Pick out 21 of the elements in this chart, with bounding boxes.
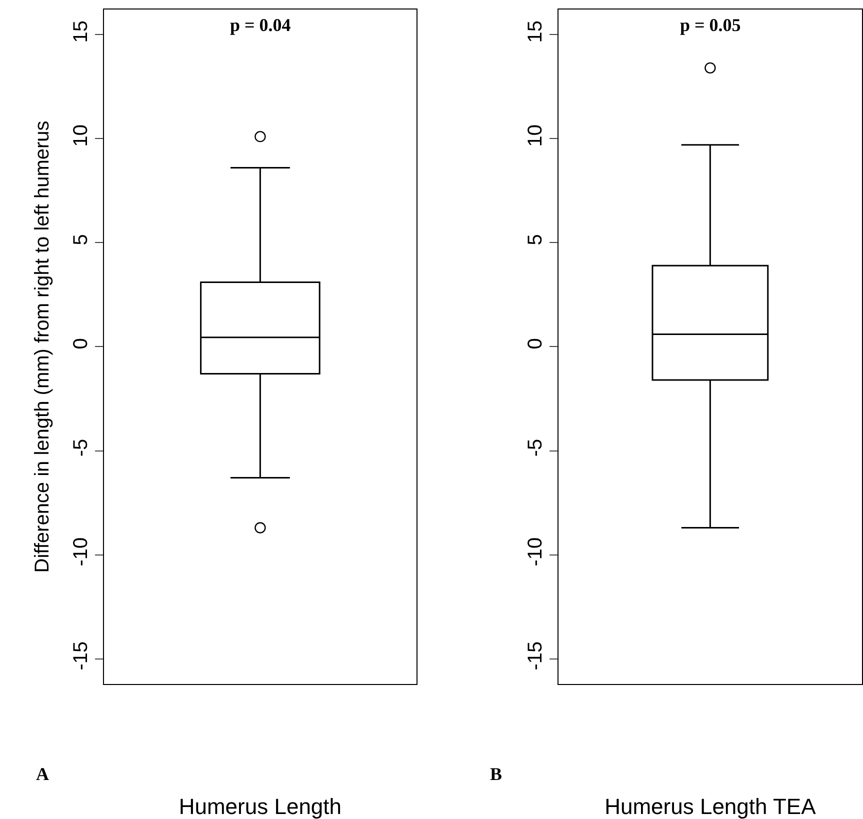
annotation: p = 0.05 [680, 15, 741, 35]
y-tick-label: 15 [70, 20, 92, 43]
y-tick-label: -15 [70, 641, 92, 670]
x-axis-title: Humerus Length [178, 794, 342, 819]
y-tick-label: 0 [70, 338, 92, 350]
y-tick-label: 5 [524, 234, 546, 246]
y-axis-title: Difference in length (mm) from right to left humerus [31, 120, 54, 573]
y-tick-label: -10 [70, 537, 92, 566]
y-tick-label: 5 [70, 234, 92, 246]
y-tick-label: 10 [524, 124, 546, 147]
text: B [490, 764, 502, 784]
y-tick-label: -15 [524, 641, 546, 670]
text: A [36, 764, 49, 784]
annotation: p = 0.04 [230, 15, 291, 35]
y-tick-label: -10 [524, 537, 546, 566]
y-tick-label: -5 [70, 438, 92, 457]
x-axis-title: Humerus Length TEA [604, 794, 816, 819]
y-tick-label: 0 [524, 338, 546, 350]
y-tick-label: -5 [524, 438, 546, 457]
y-tick-label: 10 [70, 124, 92, 147]
y-tick-label: 15 [524, 20, 546, 43]
